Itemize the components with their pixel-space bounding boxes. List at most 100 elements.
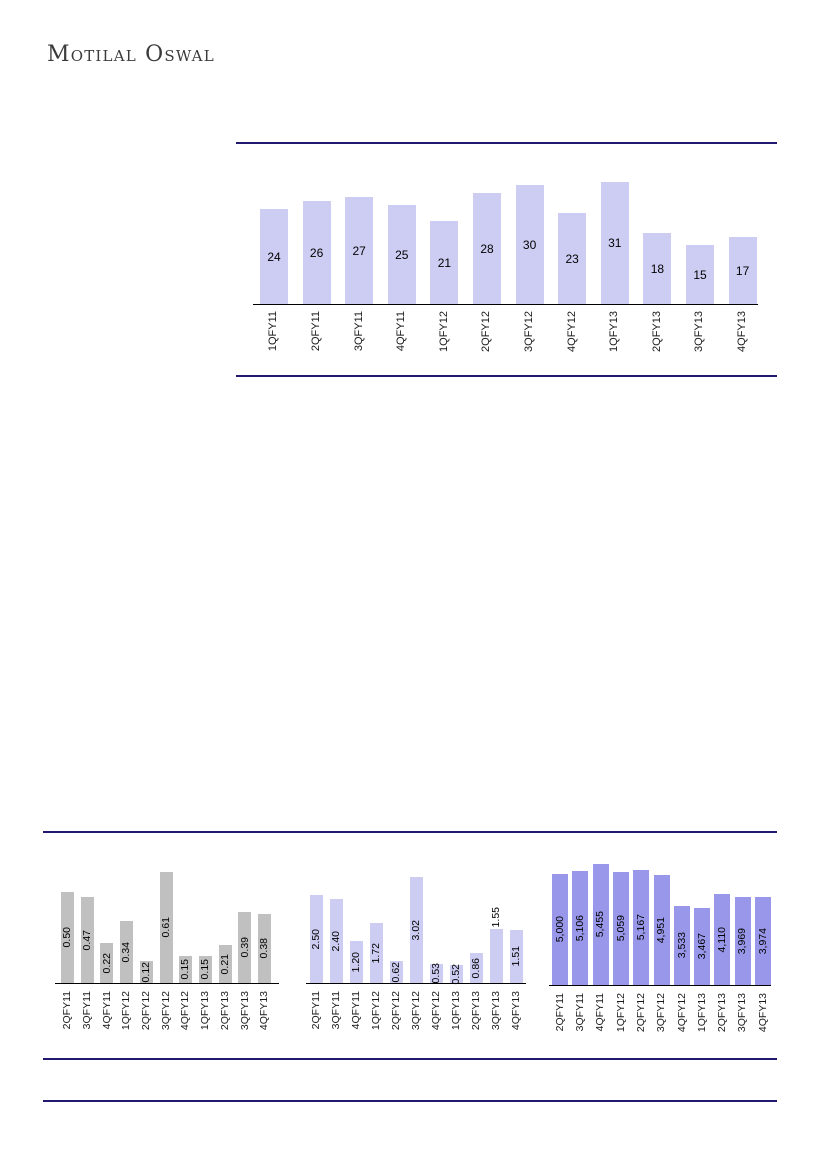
x-axis-label: 2QFY11 [61,991,74,1030]
bar-2qfy13 [714,894,731,985]
x-axis-label: 3QFY13 [238,991,251,1031]
x-axis-label: 2QFY12 [480,311,493,352]
bar-3qfy12 [159,872,173,983]
bar-value-label: 0.21 [218,953,231,975]
bar-value-label-wrap: 17 [729,237,757,304]
bar-value-label-wrap: 0.61 [160,872,173,983]
x-axis-label-wrap: 4QFY13 [753,993,773,1043]
x-axis-label-wrap: 2QFY11 [58,991,78,1043]
x-axis-label-wrap: 4QFY12 [427,991,447,1043]
x-axis-label-wrap: 2QFY11 [550,993,570,1043]
bar-3qfy13 [238,912,252,983]
x-axis-label-wrap: 4QFY11 [381,311,424,375]
x-axis-label: 1QFY12 [370,991,383,1031]
bar-value-label: 15 [693,267,707,282]
bar-2qfy12 [633,870,650,985]
bar-value-label-wrap: 0.34 [120,921,133,983]
bar-value-label: 0.12 [140,961,153,983]
bar-4qfy11 [100,943,114,983]
bar-4qfy13 [258,914,271,983]
bar-value-label-wrap: 5,106 [572,871,588,985]
bar-value-label: 3,969 [736,927,749,955]
x-axis-label: 1QFY13 [450,991,463,1031]
bar-value-label-wrap: 1.55 [490,859,503,927]
x-axis-label: 4QFY11 [100,991,113,1030]
x-axis-label-wrap: 2QFY13 [215,991,235,1043]
x-axis-label: 3QFY11 [574,993,587,1032]
bar-2qfy13 [218,945,232,983]
x-axis-label: 3QFY11 [330,991,343,1030]
x-axis-line [306,983,526,984]
bar-value-label-wrap: 1.51 [510,930,523,983]
bar-value-label: 1.20 [350,951,363,973]
bar-value-label: 0.15 [199,959,212,980]
x-axis-label: 4QFY12 [430,991,443,1031]
bar-value-label: 4,110 [716,926,729,953]
bar-1qfy12 [120,921,134,983]
bar-value-label: 1.72 [370,942,383,964]
bar-1qfy13 [198,956,212,983]
x-axis-label-wrap: 3QFY13 [487,991,507,1043]
bar-2qfy11 [302,201,331,304]
bar-value-label-wrap: 25 [388,205,416,304]
bar-3qfy13 [734,897,751,985]
x-axis-label-wrap: 4QFY13 [255,991,275,1043]
bar-4qfy13 [728,237,757,304]
x-axis-label: 2QFY13 [218,991,231,1031]
bar-value-label: 0.47 [80,929,93,951]
bar-value-label-wrap: 3,467 [694,908,710,985]
bar-value-label: 3,974 [756,927,769,955]
bar-value-label: 30 [522,237,537,252]
bar-2qfy11 [310,895,323,983]
bar-value-label: 26 [309,245,324,260]
x-axis-label: 2QFY12 [634,993,647,1033]
x-axis-label-wrap: 1QFY12 [367,991,387,1043]
bar-value-label-wrap: 0.62 [390,961,403,983]
bar-value-label: 21 [437,255,452,270]
x-axis-label: 4QFY12 [565,311,578,352]
bar-3qfy11 [80,897,94,983]
bar-3qfy12 [653,875,670,985]
section-divider-line-bottom [43,1100,777,1102]
x-axis-label-wrap: 2QFY12 [631,993,651,1043]
bottom-middle-bar-chart: 2.50 2QFY11 2.40 3QFY11 1.20 4QFY11 1.72 1QFY12… [295,858,535,1043]
x-axis-label: 2QFY13 [470,991,483,1031]
x-axis-label-wrap: 2QFY13 [467,991,487,1043]
x-axis-label: 4QFY13 [756,993,769,1033]
x-axis-label: 4QFY12 [675,993,688,1033]
x-axis-label-wrap: 2QFY12 [136,991,156,1043]
bar-3qfy13 [490,929,503,983]
x-axis-label: 4QFY13 [510,991,523,1031]
bar-value-label: 0.38 [258,938,271,959]
bar-value-label-wrap: 5,000 [552,874,568,985]
bar-value-label-wrap: 0.22 [100,943,113,983]
x-axis-label-wrap: 3QFY13 [679,311,722,375]
bar-value-label: 0.15 [179,959,192,980]
x-axis-label-wrap: 2QFY12 [466,311,509,375]
x-axis-label: 3QFY13 [693,311,706,352]
x-axis-label-wrap: 3QFY11 [570,993,590,1043]
bar-value-label-wrap: 18 [643,233,671,304]
bar-value-label: 5,106 [574,914,587,942]
bar-1qfy11 [260,209,288,304]
bar-value-label-wrap: 0.39 [238,912,251,983]
x-axis-label: 4QFY13 [736,311,749,352]
bar-4qfy13 [755,897,771,985]
x-axis-label-wrap: 3QFY12 [407,991,427,1043]
x-axis-label-wrap: 4QFY12 [176,991,196,1043]
x-axis-label-wrap: 1QFY12 [117,991,137,1043]
x-axis-label: 2QFY12 [390,991,403,1031]
bar-value-label: 25 [395,247,409,262]
bar-value-label-wrap: 26 [303,201,331,304]
bar-value-label: 4,951 [655,916,668,944]
x-axis-label-wrap: 1QFY13 [196,991,216,1043]
x-axis-label-wrap: 2QFY11 [307,991,327,1043]
bar-value-label-wrap: 4,110 [714,894,730,985]
x-axis-line [549,985,771,986]
bar-value-label: 0.50 [61,927,74,948]
motilal-oswal-logo: Motilal Oswal [47,42,215,67]
bar-1qfy12 [430,221,459,304]
bar-value-label: 0.22 [100,952,113,974]
x-axis-label-wrap: 1QFY11 [253,311,296,375]
x-axis-line [55,983,279,984]
